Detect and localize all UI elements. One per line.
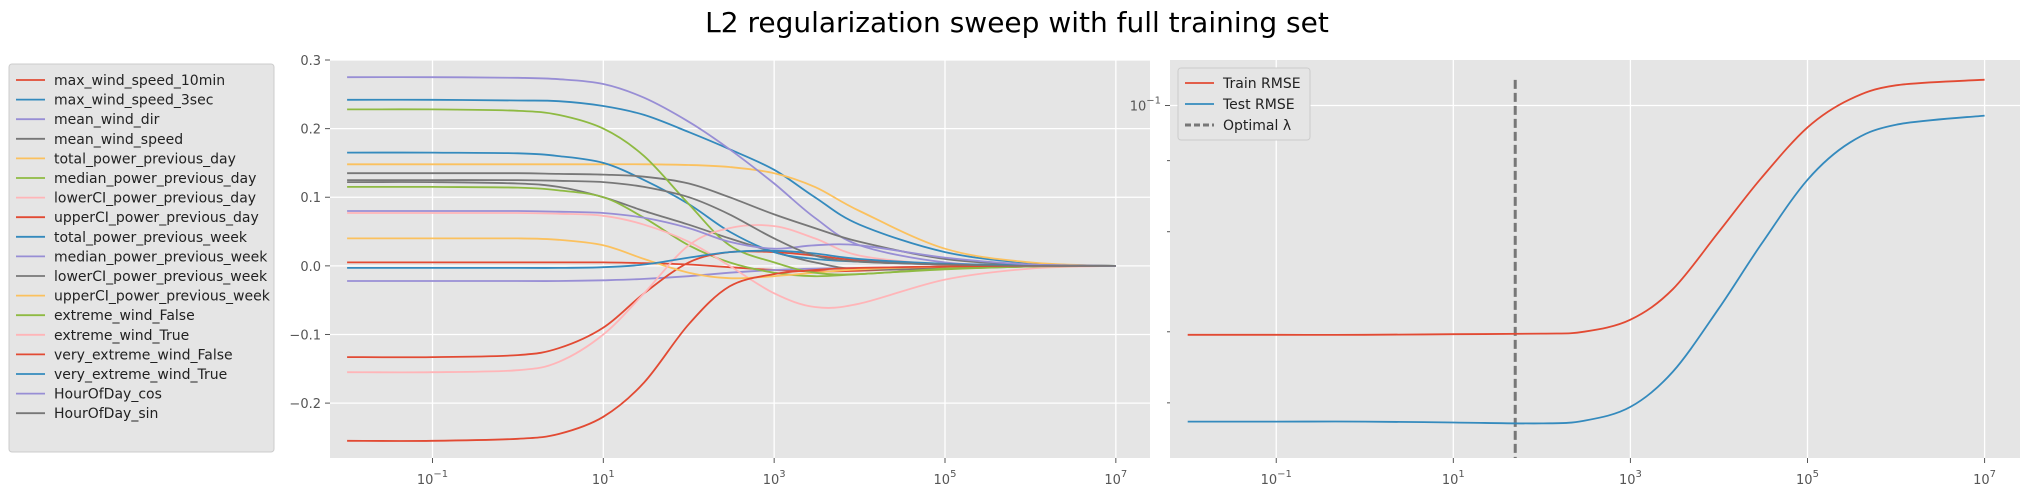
x-tick-label: 101	[592, 469, 615, 488]
tick-exponent: 3	[779, 469, 785, 480]
x-tick-label: 103	[763, 469, 786, 488]
tick-exponent: 5	[1813, 469, 1819, 480]
legend-label: very_extreme_wind_False	[54, 347, 233, 363]
legend-label: very_extreme_wind_True	[54, 367, 227, 383]
tick-base: 10	[1973, 473, 1990, 488]
x-tick-label: 107	[1973, 469, 1996, 488]
tick-exponent: 7	[1121, 469, 1127, 480]
tick-exponent: 5	[950, 469, 956, 480]
tick-base: 10	[1261, 473, 1278, 488]
y-tick-label: −0.1	[289, 328, 321, 343]
rmse-legend-label: Test RMSE	[1222, 97, 1295, 113]
tick-exponent: −1	[433, 469, 448, 480]
coef-line-median_power_previous_week	[347, 76, 1116, 267]
legend-label: mean_wind_speed	[54, 132, 183, 148]
legend-label: median_power_previous_week	[54, 249, 268, 265]
legend-label: lowerCI_power_previous_day	[54, 191, 256, 207]
rmse-legend-label: Train RMSE	[1222, 76, 1301, 92]
legend-label: lowerCI_power_previous_week	[54, 269, 268, 285]
rmse-legend-label: Optimal λ	[1223, 118, 1291, 134]
coef-line-max_wind_speed_3sec	[347, 98, 1116, 267]
tick-exponent: 1	[608, 469, 614, 480]
legend-label: HourOfDay_cos	[54, 387, 162, 403]
tick-base: 10	[1442, 473, 1459, 488]
legend-label: mean_wind_dir	[54, 112, 160, 128]
legend-label: upperCI_power_previous_day	[54, 210, 259, 226]
coef-line-lowerCI_power_previous_day	[347, 212, 1116, 309]
coef-line-total_power_previous_day	[347, 163, 1116, 267]
y-tick-label: 10−1	[1130, 95, 1161, 114]
tick-base: 10	[1130, 99, 1147, 114]
tick-exponent: 7	[1990, 469, 1996, 480]
coef-line-extreme_wind_False	[347, 108, 1116, 276]
y-tick-label: 0.3	[300, 54, 321, 69]
coef-line-HourOfDay_sin	[347, 179, 1116, 267]
x-tick-label: 10−1	[417, 469, 448, 488]
x-tick-label: 10−1	[1261, 469, 1292, 488]
tick-base: 10	[1104, 473, 1121, 488]
tick-exponent: −1	[1277, 469, 1292, 480]
legend-label: median_power_previous_day	[54, 171, 256, 187]
y-tick-label: −0.2	[289, 397, 321, 412]
tick-base: 10	[763, 473, 780, 488]
rmse-legend-box	[1177, 67, 1311, 141]
x-tick-label: 101	[1442, 469, 1465, 488]
rmse-line-train-rmse	[1187, 78, 1985, 336]
tick-base: 10	[417, 473, 434, 488]
x-tick-label: 105	[1796, 469, 1819, 488]
legend-label: total_power_previous_day	[54, 151, 236, 167]
plot-area	[330, 60, 1150, 458]
x-tick-label: 103	[1619, 469, 1642, 488]
legend-label: extreme_wind_True	[54, 328, 189, 344]
y-tick-label: 0.2	[300, 123, 321, 138]
tick-exponent: 1	[1458, 469, 1464, 480]
coefficient-legend: max_wind_speed_10min max_wind_speed_3secm…	[8, 63, 275, 453]
coefficient-plot: 10−1 101 103 105 107−0.2−0.10.00.10.20.3	[289, 54, 1150, 488]
coef-line-very_extreme_wind_False	[347, 264, 1116, 442]
x-tick-label: 105	[934, 469, 957, 488]
legend-label: extreme_wind_False	[54, 308, 195, 324]
y-tick-label: 0.1	[300, 191, 321, 206]
legend-label: HourOfDay_sin	[54, 406, 158, 422]
tick-base: 10	[934, 473, 951, 488]
rmse-line-test-rmse	[1187, 114, 1985, 425]
legend-label: max_wind_speed_3sec	[54, 93, 213, 109]
figure-title: L2 regularization sweep with full traini…	[705, 6, 1329, 39]
legend-label: total_power_previous_week	[54, 230, 248, 246]
legend-box	[8, 63, 275, 453]
plot-area	[1170, 60, 2020, 458]
tick-base: 10	[1796, 473, 1813, 488]
legend-label: max_wind_speed_10min	[54, 73, 225, 89]
coef-line-HourOfDay_cos	[347, 210, 1116, 267]
tick-base: 10	[592, 473, 609, 488]
y-tick-label: 0.0	[300, 260, 321, 275]
coef-line-lowerCI_power_previous_week	[347, 172, 1116, 267]
tick-exponent: −1	[1146, 95, 1161, 106]
tick-base: 10	[1619, 473, 1636, 488]
x-tick-label: 107	[1104, 469, 1127, 488]
tick-exponent: 3	[1636, 469, 1642, 480]
legend-label: upperCI_power_previous_week	[54, 289, 271, 305]
